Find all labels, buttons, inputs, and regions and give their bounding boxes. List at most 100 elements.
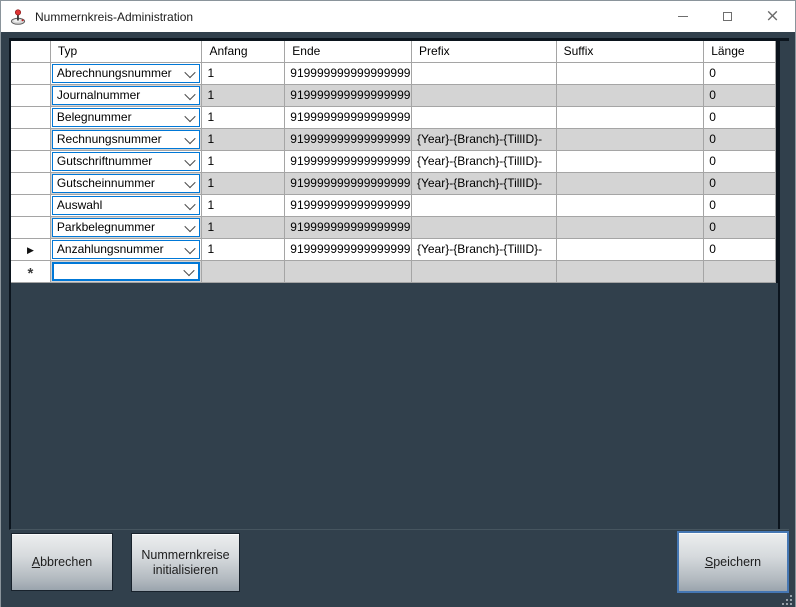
cell-ende[interactable]: 919999999999999999: [285, 129, 412, 151]
cell-laenge[interactable]: 0: [704, 195, 777, 217]
close-button[interactable]: ×: [750, 1, 795, 32]
chevron-down-icon: [181, 224, 199, 232]
typ-combobox[interactable]: Gutscheinnummer: [51, 174, 201, 193]
abbrechen-button[interactable]: Abbrechen: [11, 533, 113, 591]
cell-prefix[interactable]: [411, 217, 557, 239]
cell-suffix[interactable]: [556, 151, 705, 173]
cell-anfang[interactable]: [202, 261, 286, 283]
cell-suffix[interactable]: [556, 107, 705, 129]
table-row: Belegnummer 1 919999999999999999 0: [11, 107, 777, 129]
cell-anfang[interactable]: 1: [202, 195, 286, 217]
row-header[interactable]: *: [11, 261, 51, 283]
row-header[interactable]: [11, 129, 51, 151]
cell-suffix[interactable]: [556, 261, 705, 283]
cell-prefix[interactable]: [411, 63, 557, 85]
cell-anfang[interactable]: 1: [202, 63, 286, 85]
typ-combobox-value: Gutscheinnummer: [56, 176, 155, 190]
cell-anfang[interactable]: 1: [202, 239, 286, 261]
typ-combobox[interactable]: Belegnummer: [51, 108, 201, 127]
cell-suffix[interactable]: [556, 129, 705, 151]
row-header[interactable]: [11, 217, 51, 239]
cell-laenge[interactable]: 0: [704, 63, 777, 85]
cell-typ: Gutscheinnummer: [50, 173, 203, 195]
cell-ende[interactable]: 919999999999999999: [285, 173, 412, 195]
cell-anfang[interactable]: 1: [202, 217, 286, 239]
column-header-ende[interactable]: Ende: [285, 41, 412, 63]
row-header[interactable]: [11, 63, 51, 85]
cell-anfang[interactable]: 1: [202, 85, 286, 107]
row-header[interactable]: [11, 195, 51, 217]
typ-combobox-value: Auswahl: [56, 198, 103, 212]
row-arrow-icon: ▶: [26, 245, 34, 255]
cell-prefix[interactable]: [411, 85, 557, 107]
typ-combobox-value: Parkbelegnummer: [56, 220, 155, 234]
cell-suffix[interactable]: [556, 63, 705, 85]
row-header[interactable]: ▶: [11, 239, 51, 261]
cell-suffix[interactable]: [556, 173, 705, 195]
table-row: Rechnungsnummer 1 919999999999999999 {Year}…: [11, 129, 777, 151]
cell-prefix[interactable]: [411, 107, 557, 129]
cell-ende[interactable]: 919999999999999999: [285, 195, 412, 217]
cell-ende[interactable]: 919999999999999999: [285, 85, 412, 107]
cell-laenge[interactable]: 0: [704, 129, 777, 151]
cell-prefix[interactable]: [411, 261, 557, 283]
cell-laenge[interactable]: 0: [704, 85, 777, 107]
column-header-anfang[interactable]: Anfang: [202, 41, 286, 63]
cell-suffix[interactable]: [556, 85, 705, 107]
row-header[interactable]: [11, 107, 51, 129]
cell-anfang[interactable]: 1: [202, 107, 286, 129]
cell-ende[interactable]: [285, 261, 412, 283]
cell-typ: Gutschriftnummer: [50, 151, 203, 173]
cell-ende[interactable]: 919999999999999999: [285, 107, 412, 129]
column-header-prefix[interactable]: Prefix: [411, 41, 557, 63]
typ-combobox[interactable]: Anzahlungsnummer: [51, 240, 201, 259]
column-header-suffix[interactable]: Suffix: [556, 41, 705, 63]
cell-suffix[interactable]: [556, 239, 705, 261]
cell-laenge[interactable]: 0: [704, 107, 777, 129]
minimize-button[interactable]: [660, 1, 705, 32]
typ-combobox[interactable]: Gutschriftnummer: [51, 152, 201, 171]
column-header-laenge[interactable]: Länge: [704, 41, 777, 63]
cell-ende[interactable]: 919999999999999999: [285, 217, 412, 239]
cell-laenge[interactable]: 0: [704, 151, 777, 173]
cell-prefix[interactable]: {Year}-{Branch}-{TillID}-: [411, 173, 557, 195]
table-row: Gutschriftnummer 1 919999999999999999 {Year…: [11, 151, 777, 173]
column-header-corner[interactable]: [11, 41, 51, 63]
typ-combobox[interactable]: Parkbelegnummer: [51, 218, 201, 237]
cell-laenge[interactable]: 0: [704, 239, 777, 261]
cell-ende[interactable]: 919999999999999999: [285, 151, 412, 173]
cell-laenge[interactable]: 0: [704, 217, 777, 239]
row-header[interactable]: [11, 85, 51, 107]
resize-grip-icon[interactable]: [780, 593, 793, 606]
row-header[interactable]: [11, 173, 51, 195]
cell-anfang[interactable]: 1: [202, 151, 286, 173]
cell-prefix[interactable]: {Year}-{Branch}-{TillID}-: [411, 129, 557, 151]
column-header-typ[interactable]: Typ: [50, 41, 203, 63]
cell-prefix[interactable]: {Year}-{Branch}-{TillID}-: [411, 151, 557, 173]
close-icon: ×: [765, 6, 780, 26]
cell-ende[interactable]: 919999999999999999: [285, 239, 412, 261]
cell-anfang[interactable]: 1: [202, 129, 286, 151]
cell-ende[interactable]: 919999999999999999: [285, 63, 412, 85]
cell-prefix[interactable]: [411, 195, 557, 217]
cell-anfang[interactable]: 1: [202, 173, 286, 195]
typ-combobox[interactable]: Auswahl: [51, 196, 201, 215]
cell-suffix[interactable]: [556, 217, 705, 239]
row-header[interactable]: [11, 151, 51, 173]
table-row: Auswahl 1 919999999999999999 0: [11, 195, 777, 217]
speichern-button[interactable]: Speichern: [677, 531, 789, 593]
table-row: Journalnummer 1 919999999999999999 0: [11, 85, 777, 107]
nummernkreise-initialisieren-button[interactable]: Nummernkreise initialisieren: [131, 533, 240, 592]
chevron-down-icon: [181, 180, 199, 188]
cell-laenge[interactable]: [704, 261, 777, 283]
maximize-button[interactable]: [705, 1, 750, 32]
cell-prefix[interactable]: {Year}-{Branch}-{TillID}-: [411, 239, 557, 261]
typ-combobox[interactable]: Journalnummer: [51, 86, 201, 105]
cell-suffix[interactable]: [556, 195, 705, 217]
cell-typ: [50, 261, 203, 283]
typ-combobox[interactable]: Abrechnungsnummer: [51, 64, 201, 83]
typ-combobox[interactable]: [51, 262, 201, 281]
scrollbar-strip[interactable]: [778, 41, 789, 529]
typ-combobox[interactable]: Rechnungsnummer: [51, 130, 201, 149]
cell-laenge[interactable]: 0: [704, 173, 777, 195]
